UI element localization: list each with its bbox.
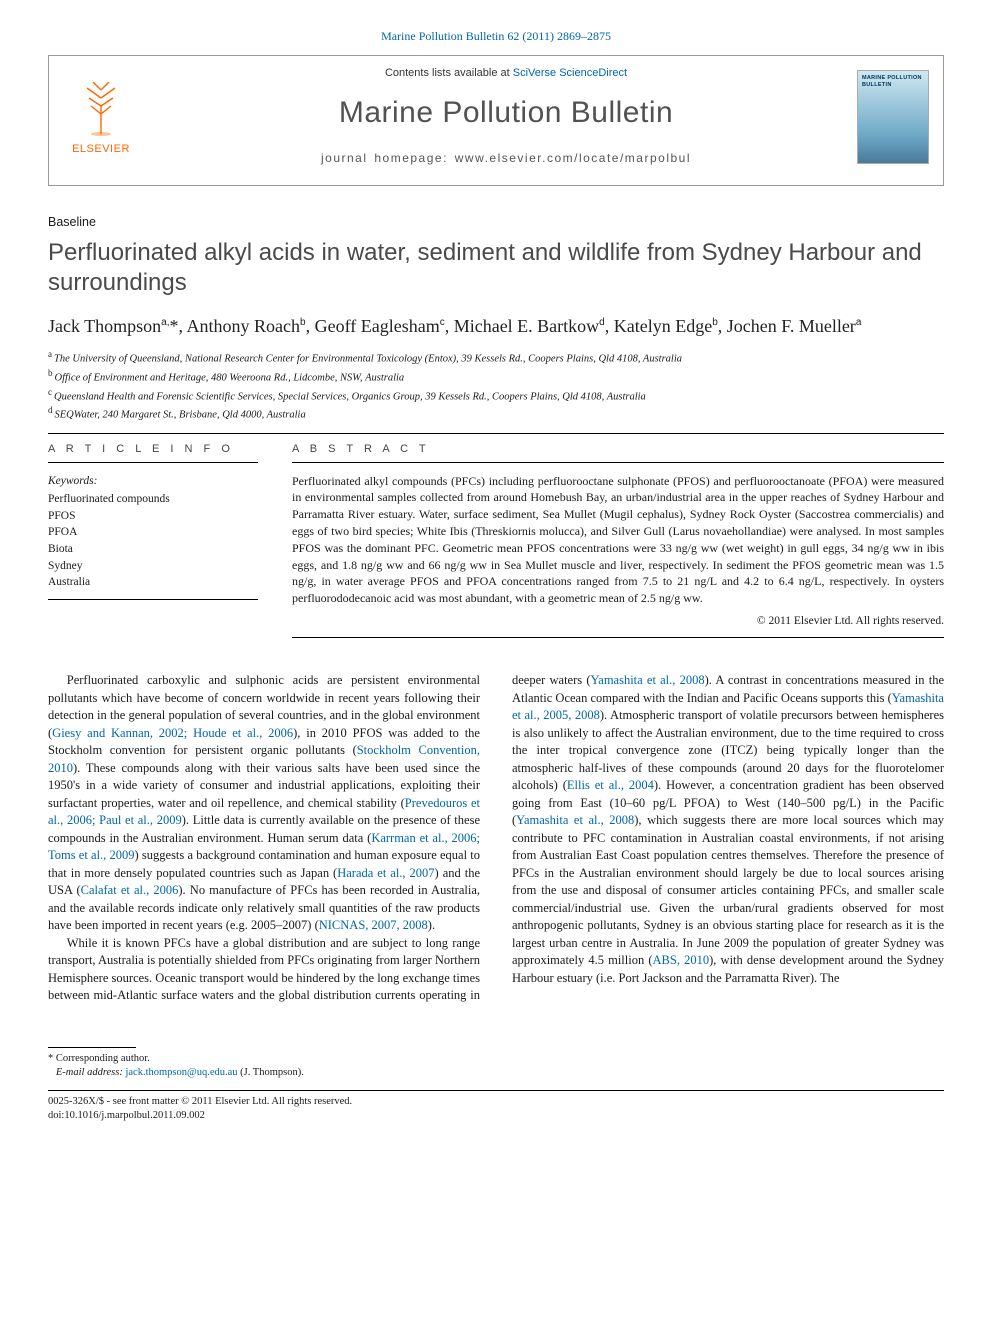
citation-link[interactable]: Yamashita et al., 2005, 2008 bbox=[512, 691, 944, 723]
header-center: Contents lists available at SciVerse Sci… bbox=[155, 66, 857, 167]
homepage-prefix: journal homepage: bbox=[321, 151, 455, 165]
footnotes-block: * Corresponding author. E-mail address: … bbox=[48, 1047, 944, 1080]
citation-link[interactable]: Karrman et al., 2006; Toms et al., 2009 bbox=[48, 831, 480, 863]
journal-cover-thumb: MARINE POLLUTION BULLETIN bbox=[857, 70, 929, 164]
article-title: Perfluorinated alkyl acids in water, sed… bbox=[48, 238, 944, 298]
article-info-column: A R T I C L E I N F O Keywords: Perfluor… bbox=[48, 442, 258, 638]
keyword-item: Perfluorinated compounds bbox=[48, 491, 258, 508]
citation-link[interactable]: NICNAS, 2007, 2008 bbox=[319, 918, 428, 932]
info-bottom-rule bbox=[48, 599, 258, 600]
homepage-line: journal homepage: www.elsevier.com/locat… bbox=[155, 150, 857, 167]
affiliation-c: cQueensland Health and Forensic Scientif… bbox=[48, 386, 944, 405]
email-author-suffix: (J. Thompson). bbox=[240, 1067, 304, 1078]
body-two-column: Perfluorinated carboxylic and sulphonic … bbox=[48, 672, 944, 1005]
citation-link[interactable]: Ellis et al., 2004 bbox=[567, 778, 654, 792]
article-info-heading: A R T I C L E I N F O bbox=[48, 442, 258, 463]
divider-rule bbox=[48, 433, 944, 434]
abstract-copyright: © 2011 Elsevier Ltd. All rights reserved… bbox=[292, 613, 944, 629]
affiliation-d: dSEQWater, 240 Margaret St., Brisbane, Q… bbox=[48, 404, 944, 423]
contents-prefix: Contents lists available at bbox=[385, 67, 513, 79]
body-p1: Perfluorinated carboxylic and sulphonic … bbox=[48, 672, 480, 935]
keywords-list: Perfluorinated compounds PFOS PFOA Biota… bbox=[48, 491, 258, 591]
journal-title: Marine Pollution Bulletin bbox=[155, 92, 857, 135]
email-line: E-mail address: jack.thompson@uq.edu.au … bbox=[48, 1066, 944, 1080]
footer-doi: doi:10.1016/j.marpolbul.2011.09.002 bbox=[48, 1109, 944, 1123]
info-abstract-row: A R T I C L E I N F O Keywords: Perfluor… bbox=[48, 442, 944, 638]
elsevier-tree-icon bbox=[73, 76, 129, 138]
citation-link[interactable]: Yamashita et al., 2008 bbox=[516, 813, 634, 827]
keywords-label: Keywords: bbox=[48, 473, 258, 489]
keyword-item: Australia bbox=[48, 574, 258, 591]
authors-line: Jack Thompsona,*, Anthony Roachb, Geoff … bbox=[48, 314, 944, 338]
homepage-url: www.elsevier.com/locate/marpolbul bbox=[455, 151, 691, 165]
sciencedirect-link[interactable]: SciVerse ScienceDirect bbox=[513, 67, 627, 79]
citation-link[interactable]: Calafat et al., 2006 bbox=[81, 883, 179, 897]
publisher-logo: ELSEVIER bbox=[63, 73, 139, 161]
affiliations-block: aThe University of Queensland, National … bbox=[48, 348, 944, 423]
footnote-rule bbox=[48, 1047, 136, 1048]
citation-link[interactable]: Prevedouros et al., 2006; Paul et al., 2… bbox=[48, 796, 480, 828]
contents-line: Contents lists available at SciVerse Sci… bbox=[155, 66, 857, 82]
citation-link[interactable]: Harada et al., 2007 bbox=[337, 866, 434, 880]
citation-link[interactable]: Giesy and Kannan, 2002; Houde et al., 20… bbox=[52, 726, 293, 740]
journal-header: ELSEVIER Contents lists available at Sci… bbox=[48, 55, 944, 186]
affiliation-a: aThe University of Queensland, National … bbox=[48, 348, 944, 367]
page-footer: 0025-326X/$ - see front matter © 2011 El… bbox=[48, 1090, 944, 1122]
keyword-item: Biota bbox=[48, 541, 258, 558]
abstract-bottom-rule bbox=[292, 637, 944, 638]
affiliation-b: bOffice of Environment and Heritage, 480… bbox=[48, 367, 944, 386]
footer-front-matter: 0025-326X/$ - see front matter © 2011 El… bbox=[48, 1095, 944, 1109]
top-citation-link[interactable]: Marine Pollution Bulletin 62 (2011) 2869… bbox=[381, 29, 611, 43]
top-citation: Marine Pollution Bulletin 62 (2011) 2869… bbox=[48, 28, 944, 45]
abstract-heading: A B S T R A C T bbox=[292, 442, 944, 463]
publisher-brand: ELSEVIER bbox=[72, 142, 130, 158]
citation-link[interactable]: ABS, 2010 bbox=[653, 953, 710, 967]
abstract-text: Perfluorinated alkyl compounds (PFCs) in… bbox=[292, 473, 944, 607]
keyword-item: PFOS bbox=[48, 508, 258, 525]
citation-link[interactable]: Yamashita et al., 2008 bbox=[591, 673, 705, 687]
email-label: E-mail address: bbox=[56, 1067, 123, 1078]
corresponding-author-note: * Corresponding author. bbox=[48, 1052, 944, 1066]
keyword-item: PFOA bbox=[48, 524, 258, 541]
keyword-item: Sydney bbox=[48, 558, 258, 575]
author-email-link[interactable]: jack.thompson@uq.edu.au bbox=[125, 1067, 237, 1078]
section-type-label: Baseline bbox=[48, 214, 944, 232]
citation-link[interactable]: Stockholm Convention, 2010 bbox=[48, 743, 480, 775]
abstract-column: A B S T R A C T Perfluorinated alkyl com… bbox=[292, 442, 944, 638]
cover-label: MARINE POLLUTION BULLETIN bbox=[862, 75, 924, 91]
